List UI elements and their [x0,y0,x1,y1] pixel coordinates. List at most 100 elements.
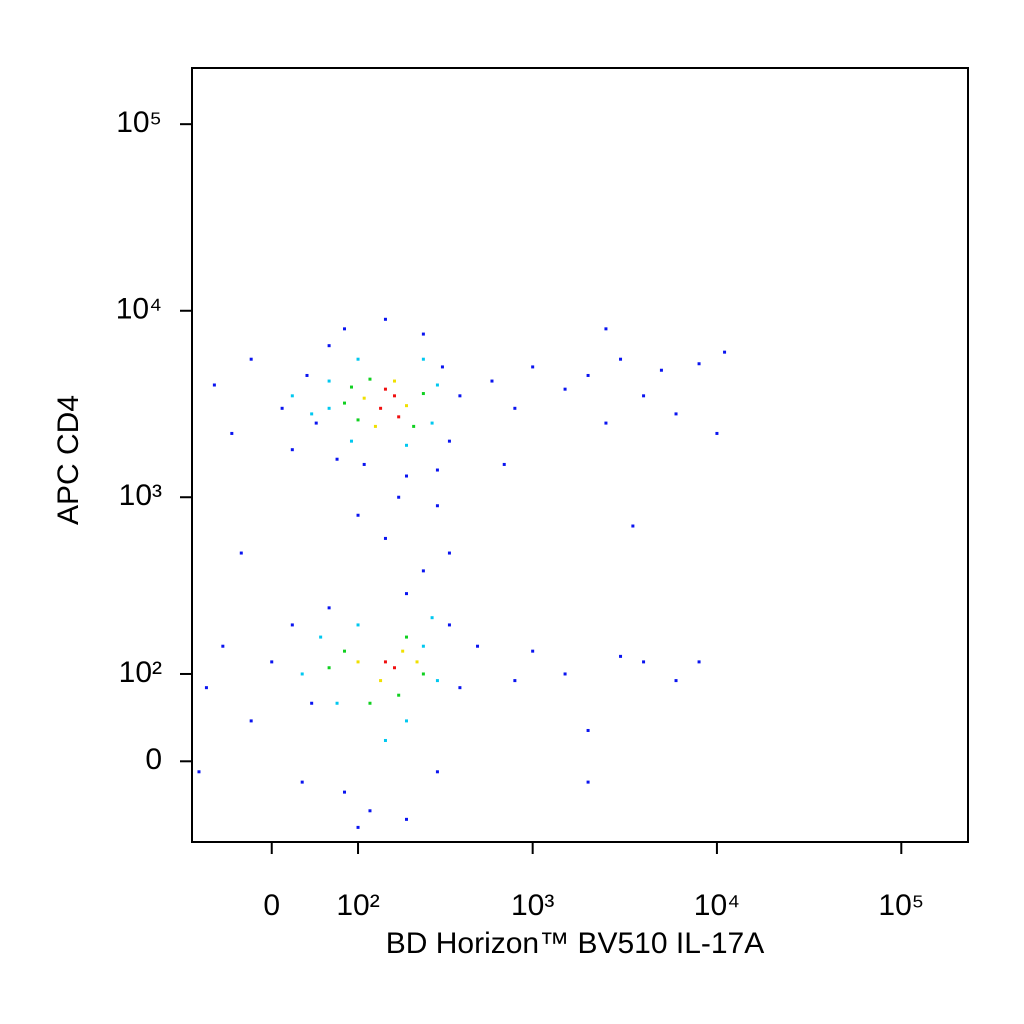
point [230,431,234,435]
point [239,551,243,555]
x-tick-label: 10⁵ [878,889,924,922]
point [383,387,387,391]
point [421,569,425,573]
point [642,394,646,398]
point [197,770,201,774]
point [368,809,372,813]
point [458,686,462,690]
point [674,412,678,416]
point [513,679,517,683]
x-axis-label: BD Horizon™ BV510 IL-17A [386,927,765,960]
point [300,780,304,784]
point [392,394,396,398]
point [335,457,339,461]
y-tick-label: 10² [119,656,162,689]
point [343,327,347,331]
point [440,365,444,369]
point [362,462,366,466]
point [404,817,408,821]
point [290,394,294,398]
y-tick-label: 10⁴ [116,293,162,326]
point [531,649,535,653]
point [327,406,331,410]
point [604,327,608,331]
point [397,693,401,697]
point [356,623,360,627]
point [327,344,331,348]
point [356,418,360,422]
x-tick-label: 0 [263,889,280,922]
point [659,368,663,372]
point [383,317,387,321]
point [421,332,425,336]
point [349,439,353,443]
point [270,660,274,664]
point [697,660,701,664]
point [379,679,383,683]
point [531,365,535,369]
x-tick-label: 10³ [511,889,554,922]
point [415,660,419,664]
point [397,495,401,499]
point [356,825,360,829]
point [447,439,451,443]
point [356,513,360,517]
y-tick-label: 0 [145,743,162,776]
point [435,468,439,472]
point [305,373,309,377]
point [404,592,408,596]
point [383,660,387,664]
y-tick-label: 10³ [119,479,162,512]
point [249,357,253,361]
point [327,666,331,670]
point [586,728,590,732]
point [314,421,318,425]
point [221,644,225,648]
point [212,383,216,387]
point [490,379,494,383]
point [715,431,719,435]
point [404,635,408,639]
point [204,686,208,690]
point [404,719,408,723]
point [392,666,396,670]
point [362,396,366,400]
point [404,443,408,447]
point [310,412,314,416]
point [435,679,439,683]
point [349,385,353,389]
point [458,394,462,398]
point [502,462,506,466]
point [674,679,678,683]
point [435,504,439,508]
point [430,421,434,425]
point [379,406,383,410]
point [586,780,590,784]
point [476,644,480,648]
point [642,660,646,664]
point [368,377,372,381]
point [327,606,331,610]
point [697,362,701,366]
y-tick-label: 10⁵ [116,106,162,139]
point [310,701,314,705]
y-axis-label: APC CD4 [52,395,85,525]
point [343,649,347,653]
x-tick-label: 10² [336,889,379,922]
point [421,644,425,648]
point [447,623,451,627]
point [327,379,331,383]
point [373,424,377,428]
point [290,623,294,627]
point [356,660,360,664]
point [404,404,408,408]
point [401,649,405,653]
point [383,738,387,742]
x-tick-label: 10⁴ [694,889,740,922]
point [343,401,347,405]
point [435,383,439,387]
point [435,770,439,774]
point [368,701,372,705]
